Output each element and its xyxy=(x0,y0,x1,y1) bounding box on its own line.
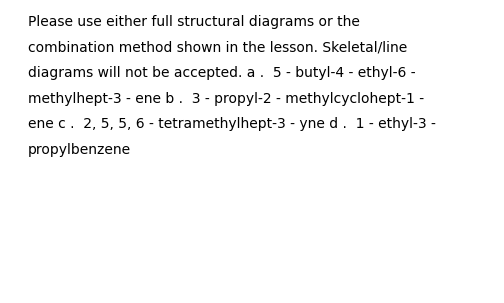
Text: Please use either full structural diagrams or the
combination method shown in th: Please use either full structural diagra… xyxy=(28,15,435,157)
